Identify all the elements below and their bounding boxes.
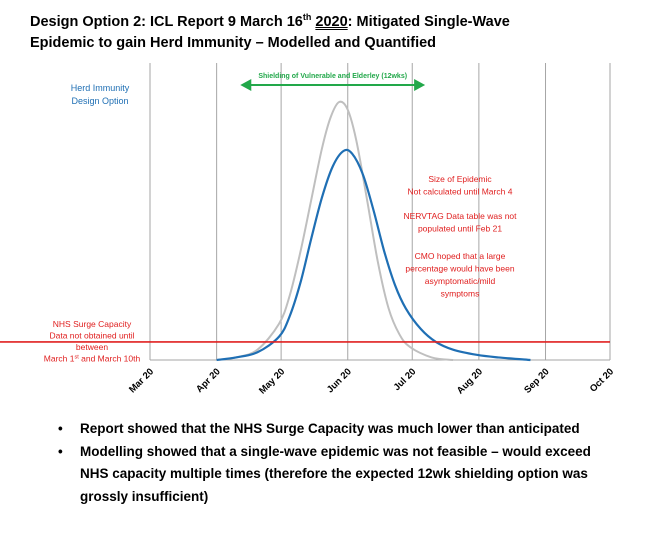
- x-tick-label: Oct 20: [588, 366, 616, 394]
- title-part2: : Mitigated Single-Wave: [347, 14, 510, 30]
- annotation-text: populated until Feb 21: [418, 224, 502, 234]
- bullet-list: Report showed that the NHS Surge Capacit…: [58, 418, 618, 508]
- x-tick-label: Apr 20: [194, 366, 223, 395]
- surge-label-line: between: [76, 342, 108, 352]
- x-tick-label: Mar 20: [127, 366, 156, 395]
- title-year: 2020: [315, 14, 348, 30]
- bullet-item: Modelling showed that a single-wave epid…: [58, 441, 618, 509]
- surge-label-sup: st: [75, 355, 80, 361]
- series-line-blue: [216, 148, 531, 362]
- annotation-text: asymptomatic/mild: [425, 276, 496, 286]
- surge-label-date2: and March 10th: [79, 354, 141, 364]
- shielding-arrow-head-left: [240, 79, 252, 91]
- shielding-arrow-head-right: [414, 79, 426, 91]
- annotation-text: symptoms: [441, 289, 480, 299]
- x-tick-label: Jul 20: [392, 366, 419, 393]
- title-sup: th: [302, 12, 312, 23]
- chart-svg: Shielding of Vulnerable and Elderley (12…: [0, 63, 616, 397]
- series-line-grey: [216, 100, 454, 361]
- legend-label: Design Option: [71, 96, 128, 106]
- series-lines: [216, 100, 531, 362]
- grid: [149, 63, 611, 361]
- annotation-text: Not calculated until March 4: [408, 187, 513, 197]
- annotation-text: Size of Epidemic: [428, 174, 492, 184]
- surge-label-last: March 1st and March 10th: [44, 354, 141, 364]
- annotation-text: CMO hoped that a large: [415, 251, 506, 261]
- shielding-arrow-label: Shielding of Vulnerable and Elderley (12…: [258, 73, 407, 80]
- overlay: Shielding of Vulnerable and Elderley (12…: [0, 73, 610, 364]
- annotation-text: NERVTAG Data table was not: [403, 211, 517, 221]
- x-tick-label: May 20: [257, 366, 287, 396]
- surge-label-line: NHS Surge Capacity: [53, 319, 132, 329]
- x-tick-label: Jun 20: [325, 366, 354, 395]
- annotation-text: percentage would have been: [405, 264, 514, 274]
- surge-label-date1: March 1: [44, 354, 75, 364]
- surge-label-line: Data not obtained until: [49, 331, 134, 341]
- x-axis-ticks: Mar 20 Apr 20 May 20 Jun 20 Jul 20 Aug 20 Sep …: [127, 366, 616, 396]
- legend-label: Herd Immunity: [71, 83, 130, 93]
- x-tick-label: Sep 20: [522, 366, 551, 395]
- x-tick-label: Aug 20: [455, 366, 485, 396]
- chart-title: Design Option 2: ICL Report 9 March 16th…: [30, 12, 630, 54]
- title-part1: Design Option 2: ICL Report 9 March 16: [30, 14, 303, 30]
- bullet-item: Report showed that the NHS Surge Capacit…: [58, 418, 618, 441]
- title-line2: Epidemic to gain Herd Immunity – Modelle…: [30, 35, 437, 51]
